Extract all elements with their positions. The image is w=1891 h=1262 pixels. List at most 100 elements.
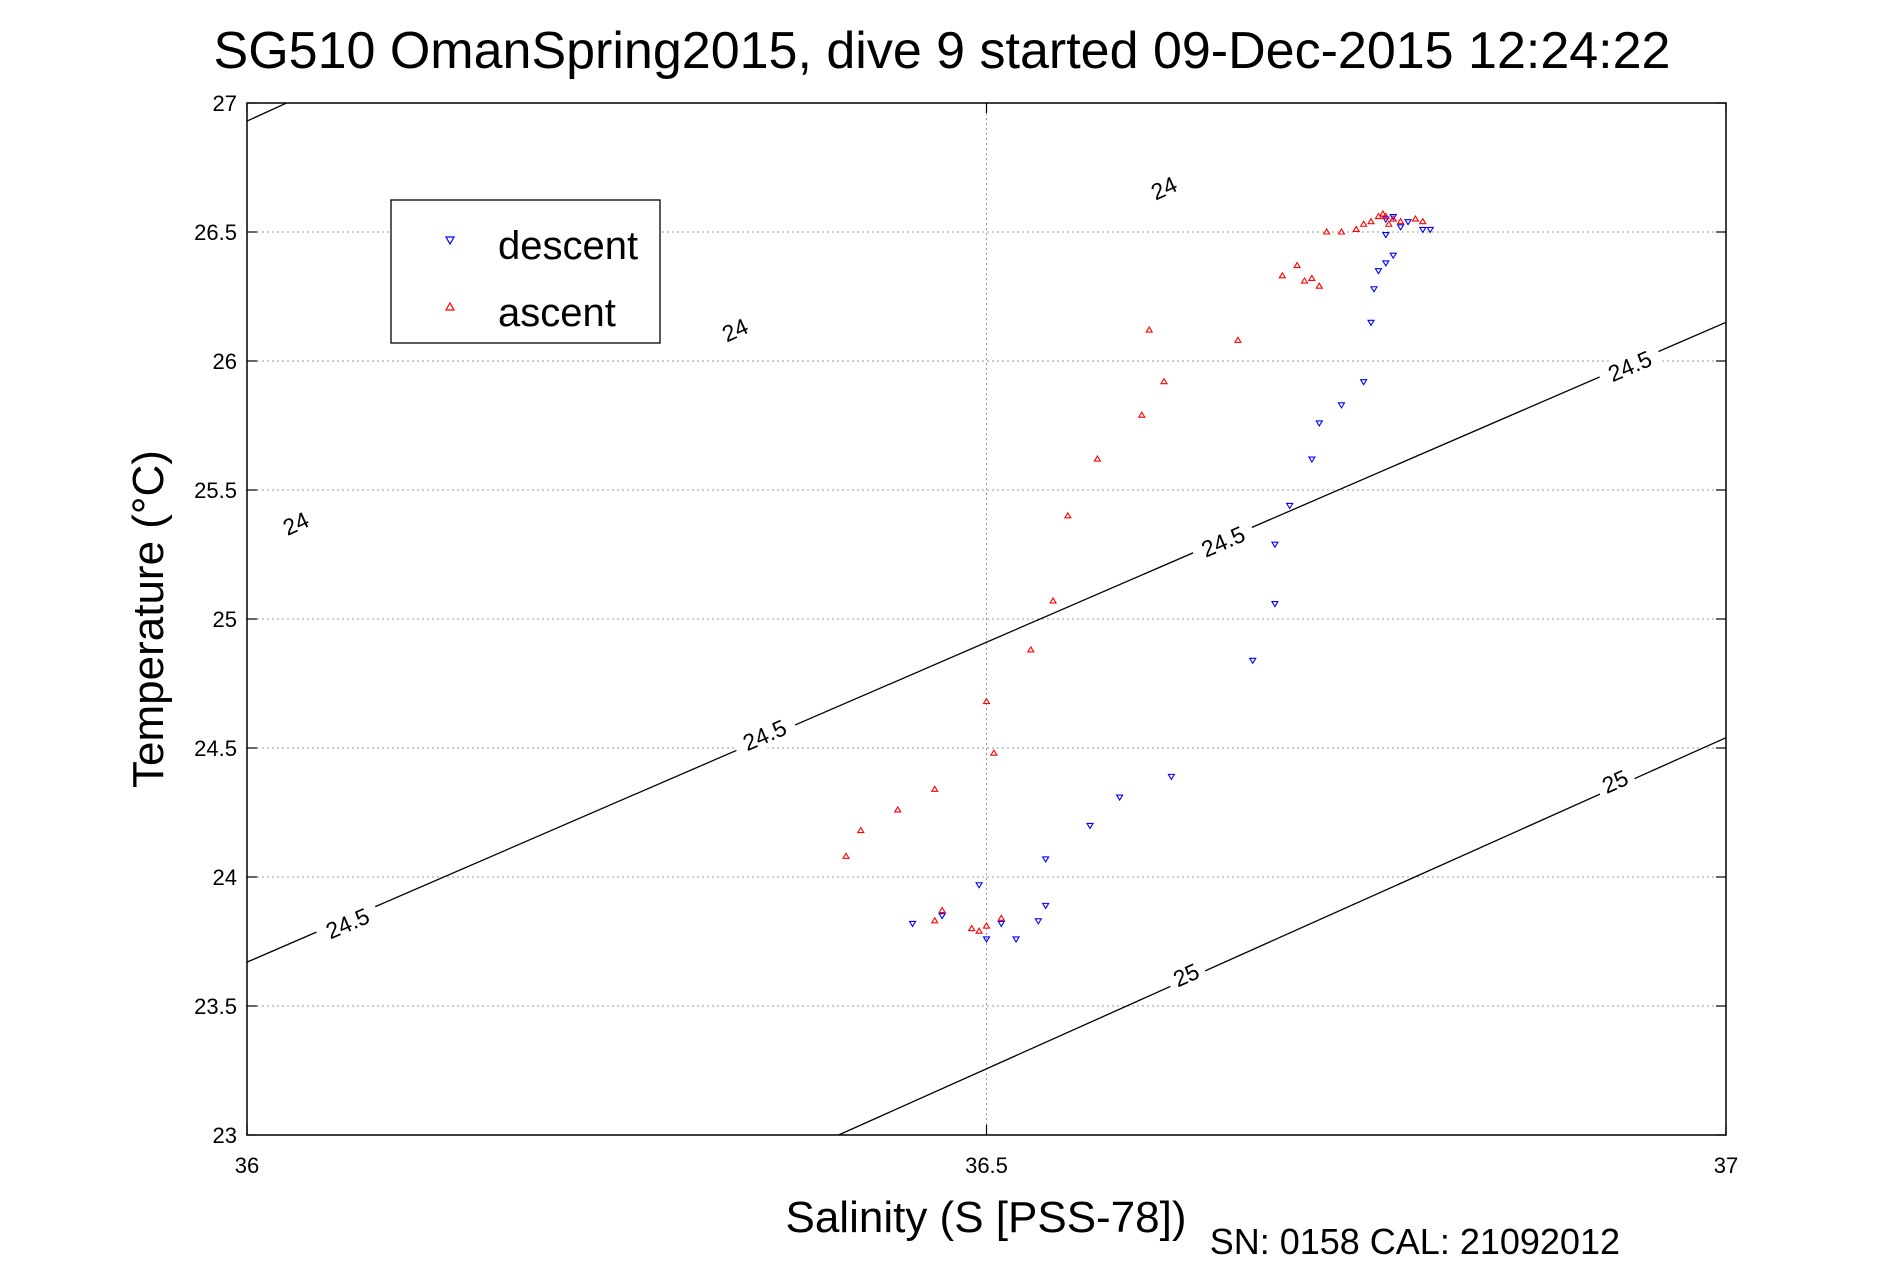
ascent-point: [1418, 217, 1427, 225]
contour-label: 24.5: [322, 903, 373, 945]
descent-point: [1167, 773, 1176, 781]
descent-point: [1012, 936, 1021, 943]
y-tick-label: 24: [213, 865, 237, 890]
ascent-point: [938, 906, 947, 914]
contour-label-bg: [712, 310, 758, 350]
x-tick-label: 37: [1714, 1153, 1738, 1178]
descent-point: [1270, 600, 1279, 608]
descent-point: [975, 882, 984, 889]
axis-ticks: 36 36.5 37 23 23.5 24 24.5 25 25.5 26 26.5 27: [194, 91, 1738, 1178]
x-tick-label: 36.5: [965, 1153, 1008, 1178]
descent-point: [1337, 402, 1346, 409]
descent-point: [1389, 213, 1398, 221]
y-axis-label: Temperature (°C): [124, 450, 173, 788]
descent-point: [1404, 219, 1412, 226]
contour-label-bg: [313, 898, 383, 949]
descent-point: [1396, 224, 1405, 231]
descent-point: [997, 920, 1006, 928]
descent-point: [1307, 456, 1316, 464]
legend: descent ascent: [390, 199, 661, 344]
legend-descent-label: descent: [498, 224, 638, 268]
contour-label: 24.5: [1197, 521, 1248, 563]
ascent-point: [893, 805, 902, 813]
descent-point: [1370, 286, 1378, 293]
legend-ascent-label: ascent: [498, 291, 616, 335]
ascent-point: [1049, 596, 1058, 604]
descent-point: [1359, 379, 1368, 386]
contour-label-bg: [730, 710, 800, 760]
ascent-point: [1315, 282, 1324, 289]
descent-point: [982, 936, 991, 943]
y-tick-label: 25.5: [194, 478, 237, 503]
y-tick-label: 25: [213, 607, 237, 632]
descent-point: [1381, 260, 1390, 268]
ascent-point: [1384, 220, 1393, 227]
ascent-point: [1026, 645, 1035, 653]
contour-label-bg: [1163, 955, 1209, 995]
contour-label-bg: [1141, 168, 1187, 208]
y-tick-label: 26.5: [194, 220, 237, 245]
y-tick-label: 26: [213, 349, 237, 374]
descent-point: [1381, 232, 1390, 239]
y-tick-label: 23: [213, 1123, 237, 1148]
descent-point: [908, 920, 917, 928]
contour-label-bg: [1592, 761, 1638, 802]
ascent-point: [982, 921, 991, 929]
ascent-point: [1063, 511, 1072, 519]
ascent-point: [982, 697, 991, 705]
ascent-point: [1307, 274, 1316, 281]
contour-label-bg: [1595, 341, 1665, 391]
descent-point: [1426, 226, 1435, 234]
serial-cal-footer: SN: 0158 CAL: 21092012: [1210, 1221, 1620, 1262]
contour-label: 24.5: [739, 714, 790, 756]
descent-point: [1418, 226, 1427, 234]
legend-box: [390, 199, 661, 344]
descent-point: [1115, 794, 1124, 802]
ascent-point: [930, 916, 939, 924]
y-tick-label: 23.5: [194, 994, 237, 1019]
chart-title: SG510 OmanSpring2015, dive 9 started 09-…: [214, 22, 1671, 80]
descent-point: [1270, 541, 1279, 549]
contour-label: 24.5: [1604, 345, 1655, 387]
descent-point: [1315, 420, 1324, 427]
ascent-point: [842, 852, 850, 859]
ascent-point: [1337, 227, 1346, 235]
ascent-point: [1411, 215, 1420, 222]
ascent-point: [1160, 377, 1168, 385]
y-tick-label: 24.5: [194, 736, 237, 761]
descent-point: [938, 913, 947, 920]
ascent-point: [1367, 217, 1376, 225]
ascent-point: [1233, 336, 1242, 343]
descent-point: [1374, 268, 1383, 275]
descent-point: [1381, 216, 1390, 224]
contour-label-bg: [273, 503, 319, 544]
ascent-point: [1359, 220, 1368, 227]
ascent-point: [1137, 411, 1146, 418]
contour-line: [247, 321, 1726, 963]
x-tick-label: 36: [235, 1153, 259, 1178]
descent-point: [1086, 822, 1095, 830]
ascent-point: [1278, 271, 1287, 279]
ascent-point: [1322, 227, 1331, 235]
contour-line: [838, 737, 1726, 1135]
legend-ascent-marker: [444, 301, 456, 311]
descent-point: [1389, 252, 1398, 260]
ascent-point: [989, 749, 998, 756]
descent-point: [1041, 902, 1050, 910]
descent-point: [1248, 657, 1257, 665]
ascent-point: [1378, 209, 1387, 217]
contour-label-bg: [1188, 516, 1258, 567]
descent-point: [1285, 502, 1294, 510]
ascent-point: [997, 914, 1006, 921]
ascent-point: [1396, 217, 1405, 225]
descent-point: [1034, 918, 1043, 925]
data-points: [842, 209, 1435, 943]
ascent-point: [1300, 276, 1309, 284]
ascent-point: [967, 924, 976, 932]
ascent-point: [930, 785, 939, 792]
legend-descent-marker: [444, 236, 456, 246]
ascent-point: [1293, 261, 1302, 269]
x-axis-label: Salinity (S [PSS-78]): [785, 1193, 1186, 1242]
ascent-point: [1145, 325, 1154, 333]
